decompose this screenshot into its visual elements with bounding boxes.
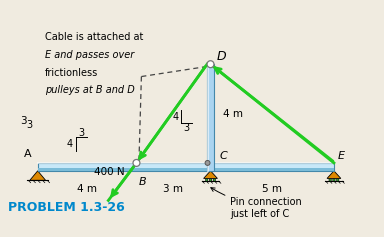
Text: frictionless: frictionless [45,68,98,78]
Text: 400 N: 400 N [93,167,124,177]
Text: Cable is attached at: Cable is attached at [45,32,144,42]
Circle shape [329,179,331,181]
Text: B: B [139,177,147,187]
Polygon shape [38,168,334,171]
Text: PROBLEM 1.3-26: PROBLEM 1.3-26 [8,201,125,214]
Text: 3: 3 [26,120,32,130]
Circle shape [333,179,335,181]
Text: 4 m: 4 m [77,184,97,194]
Text: 3: 3 [20,116,26,126]
Text: 3: 3 [184,123,190,133]
Circle shape [205,179,208,181]
Text: A: A [24,149,31,159]
Text: pulleys at B and D: pulleys at B and D [45,85,135,96]
Text: Pin connection
just left of C: Pin connection just left of C [211,188,302,219]
Text: 3: 3 [78,128,84,137]
Text: 4 m: 4 m [223,109,243,118]
Polygon shape [30,171,46,180]
Text: 4: 4 [173,112,179,122]
Polygon shape [204,171,217,178]
Text: C: C [219,151,227,161]
Text: 5 m: 5 m [262,184,282,194]
Circle shape [213,179,215,181]
Text: E: E [338,151,344,161]
Text: 3 m: 3 m [164,184,184,194]
Circle shape [207,61,214,68]
Text: D: D [217,50,226,63]
Polygon shape [327,171,341,178]
Circle shape [133,160,140,166]
Circle shape [336,179,339,181]
Polygon shape [38,163,334,171]
Text: 4: 4 [67,139,73,149]
Circle shape [205,160,210,165]
Circle shape [209,179,212,181]
Polygon shape [207,64,214,171]
Text: E and passes over: E and passes over [45,50,134,60]
